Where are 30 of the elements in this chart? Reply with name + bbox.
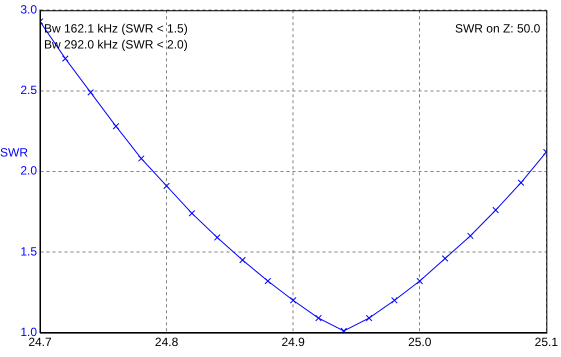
- point: [87, 89, 94, 96]
- point: [112, 122, 120, 130]
- point: [442, 255, 448, 262]
- point: [492, 206, 500, 214]
- point: [163, 182, 170, 190]
- x-tick-label: 24.8: [154, 335, 179, 350]
- point: [138, 155, 145, 162]
- point: [62, 55, 69, 62]
- point: [290, 297, 296, 304]
- point: [188, 210, 196, 217]
- point: [416, 278, 424, 284]
- point: [315, 314, 322, 322]
- x-tick-label: 25.1: [534, 335, 558, 350]
- point: [239, 256, 246, 264]
- y-tick-label: 3.0: [20, 2, 38, 17]
- point: [467, 232, 474, 240]
- y-tick-label: 2.0: [20, 164, 38, 178]
- x-tick-label: 25.0: [408, 335, 432, 350]
- point: [340, 328, 348, 333]
- point: [214, 234, 221, 241]
- x-tick-label: 24.9: [281, 335, 306, 350]
- point: [518, 179, 524, 186]
- annotation: Bw 162.1 kHz (SWR < 1.5): [44, 22, 188, 36]
- y-tick-label: 1.5: [20, 244, 38, 258]
- y-axis-title: SWR: [0, 146, 28, 160]
- point: [391, 297, 398, 304]
- point: [264, 278, 272, 284]
- y-tick-label: 2.5: [20, 83, 38, 98]
- annotation: SWR on Z: 50.0: [454, 22, 541, 36]
- point: [366, 314, 372, 322]
